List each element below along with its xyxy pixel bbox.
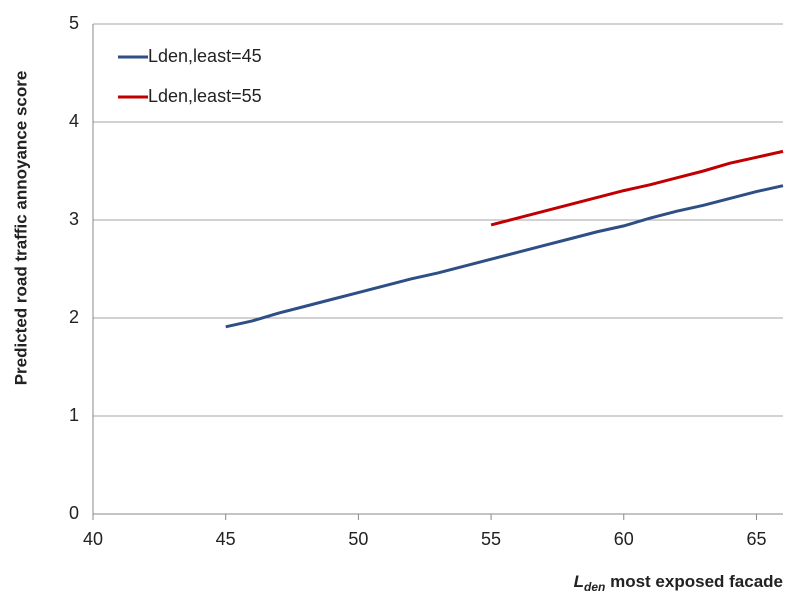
- x-label-rest: most exposed facade: [605, 572, 783, 591]
- x-tick-label: 45: [216, 529, 236, 549]
- x-tick-label: 55: [481, 529, 501, 549]
- x-tick-label: 50: [348, 529, 368, 549]
- series-line: [225, 184, 784, 329]
- legend-label: Lden,least=55: [148, 86, 262, 106]
- x-tick-label: 40: [83, 529, 103, 549]
- y-tick-label: 3: [69, 209, 79, 229]
- y-tick-label: 1: [69, 405, 79, 425]
- x-tick-label: 65: [746, 529, 766, 549]
- x-tick-label: 60: [614, 529, 634, 549]
- x-label-sub: den: [584, 580, 605, 594]
- y-tick-label: 2: [69, 307, 79, 327]
- x-axis-label: Lden most exposed facade: [574, 572, 783, 594]
- series-line: [490, 149, 784, 227]
- y-axis-label: Predicted road traffic annoyance score: [11, 71, 30, 386]
- y-tick-label: 5: [69, 13, 79, 33]
- y-tick-label: 0: [69, 503, 79, 523]
- x-label-main: L: [574, 572, 584, 591]
- y-tick-label: 4: [69, 111, 79, 131]
- legend-label: Lden,least=45: [148, 46, 262, 66]
